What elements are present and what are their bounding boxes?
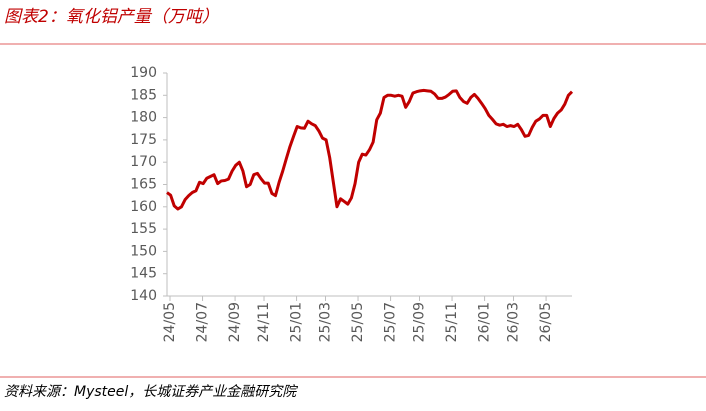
x-tick-label: 24/09 xyxy=(227,302,243,342)
y-tick-label: 140 xyxy=(130,288,157,304)
y-tick-label: 160 xyxy=(130,199,157,215)
x-tick-label: 26/03 xyxy=(506,302,522,342)
x-tick-label: 24/05 xyxy=(162,302,178,342)
y-tick-label: 180 xyxy=(130,110,157,126)
y-tick-label: 150 xyxy=(130,243,157,259)
y-tick-label: 155 xyxy=(130,221,157,237)
y-tick-label: 185 xyxy=(130,87,157,103)
x-tick-label: 26/01 xyxy=(477,302,493,342)
y-tick-label: 165 xyxy=(130,177,157,193)
x-tick-label: 25/09 xyxy=(412,302,428,342)
data-line xyxy=(166,88,574,211)
y-tick-label: 145 xyxy=(130,266,157,282)
x-tick-label: 24/07 xyxy=(195,302,211,342)
y-tick-label: 170 xyxy=(130,154,157,170)
x-tick-label: 26/05 xyxy=(538,302,554,342)
x-tick-label: 25/07 xyxy=(383,302,399,342)
x-tick-label: 24/11 xyxy=(256,302,272,342)
y-tick-label: 190 xyxy=(130,65,157,81)
source-note: 资料来源：Mysteel，长城证券产业金融研究院 xyxy=(4,384,298,400)
x-tick-label: 25/05 xyxy=(350,302,366,342)
x-tick-label: 25/11 xyxy=(444,302,460,342)
x-tick-label: 25/01 xyxy=(289,302,305,342)
chart-title: 图表2：氧化铝产量（万吨） xyxy=(4,7,219,27)
x-tick-label: 25/03 xyxy=(317,302,333,342)
y-tick-label: 175 xyxy=(130,132,157,148)
